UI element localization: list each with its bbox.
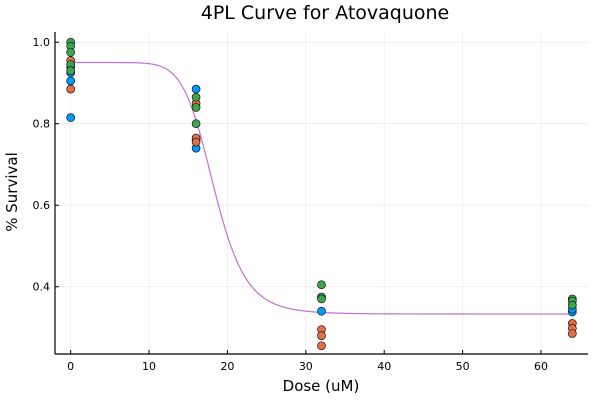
- y-tick-label: 0.4: [33, 281, 51, 294]
- data-point: [66, 66, 75, 76]
- x-tick-label: 20: [220, 360, 234, 373]
- x-tick-label: 10: [142, 360, 156, 373]
- x-tick-label: 40: [377, 360, 391, 373]
- y-axis-label: % Survival: [3, 152, 21, 232]
- data-point: [568, 300, 577, 310]
- x-ticks: 0 10 20 30 40 50 60: [67, 350, 548, 373]
- x-tick-label: 0: [67, 360, 74, 373]
- fit-curve: [70, 61, 573, 315]
- data-points: [66, 37, 577, 351]
- data-point: [191, 84, 201, 94]
- y-tick-label: 1.0: [33, 36, 51, 49]
- data-point: [191, 137, 201, 147]
- y-tick-label: 0.6: [33, 199, 51, 212]
- data-point: [317, 280, 326, 290]
- data-point: [191, 119, 201, 129]
- data-point: [317, 341, 326, 351]
- x-tick-label: 30: [299, 360, 313, 373]
- x-tick-label: 60: [534, 360, 548, 373]
- data-point: [66, 113, 75, 122]
- axes: [54, 32, 588, 355]
- data-point: [568, 329, 577, 338]
- data-point: [191, 103, 201, 112]
- data-point: [317, 306, 326, 316]
- chart-title: 4PL Curve for Atovaquone: [201, 2, 450, 24]
- x-axis-label: Dose (uM): [283, 377, 360, 395]
- data-point: [66, 48, 75, 57]
- data-point: [317, 331, 326, 340]
- y-ticks: 0.4 0.6 0.8 1.0: [33, 36, 59, 294]
- grid: [55, 32, 588, 354]
- data-point: [317, 294, 326, 304]
- data-point: [191, 92, 201, 102]
- data-point: [66, 76, 75, 86]
- y-tick-label: 0.8: [33, 118, 51, 131]
- x-tick-label: 50: [456, 360, 470, 373]
- data-point: [66, 84, 75, 94]
